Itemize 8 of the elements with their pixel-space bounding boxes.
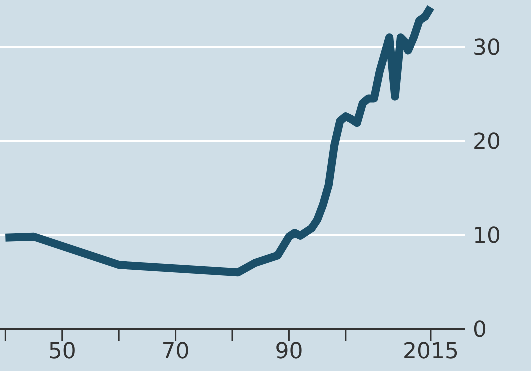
x-tick-label: 70 [162,340,190,365]
x-tick-label: 2015 [402,340,459,365]
x-tick-label: 50 [48,340,76,365]
y-tick-label: 20 [473,130,501,155]
y-tick-label: 10 [473,224,501,249]
y-tick-label: 0 [473,318,487,343]
x-tick-label: 90 [275,340,304,365]
y-tick-label: 30 [473,36,501,61]
